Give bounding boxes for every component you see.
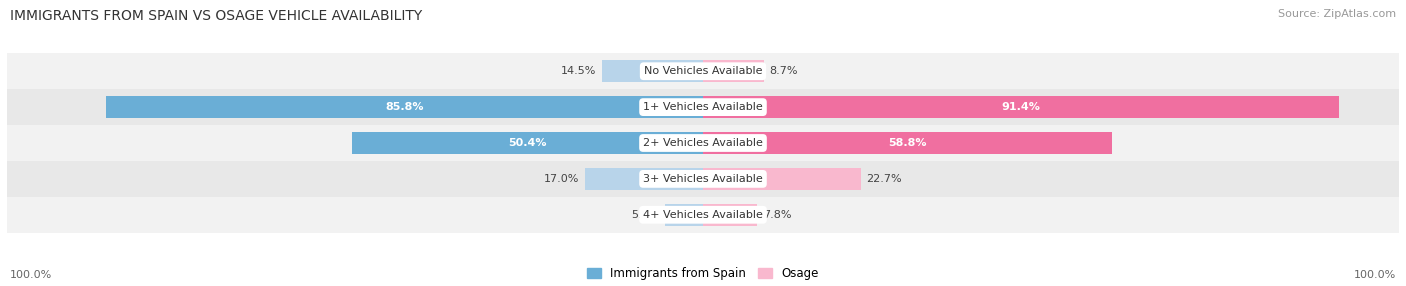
Bar	[7, 53, 1399, 89]
Bar	[703, 96, 1339, 118]
Bar	[703, 168, 860, 190]
Text: 17.0%: 17.0%	[544, 174, 579, 184]
Bar	[7, 197, 1399, 233]
Bar	[602, 60, 703, 82]
Bar	[665, 204, 703, 226]
Bar	[703, 60, 763, 82]
Bar	[353, 132, 703, 154]
Bar	[7, 89, 1399, 125]
Text: 85.8%: 85.8%	[385, 102, 423, 112]
Text: 100.0%: 100.0%	[10, 270, 52, 280]
Text: 8.7%: 8.7%	[769, 66, 797, 76]
Text: 3+ Vehicles Available: 3+ Vehicles Available	[643, 174, 763, 184]
Text: 2+ Vehicles Available: 2+ Vehicles Available	[643, 138, 763, 148]
Text: IMMIGRANTS FROM SPAIN VS OSAGE VEHICLE AVAILABILITY: IMMIGRANTS FROM SPAIN VS OSAGE VEHICLE A…	[10, 9, 422, 23]
Text: Source: ZipAtlas.com: Source: ZipAtlas.com	[1278, 9, 1396, 19]
Text: No Vehicles Available: No Vehicles Available	[644, 66, 762, 76]
Text: 50.4%: 50.4%	[509, 138, 547, 148]
Text: 91.4%: 91.4%	[1001, 102, 1040, 112]
Text: 14.5%: 14.5%	[561, 66, 596, 76]
Bar	[585, 168, 703, 190]
Text: 22.7%: 22.7%	[866, 174, 903, 184]
Text: 1+ Vehicles Available: 1+ Vehicles Available	[643, 102, 763, 112]
Text: 4+ Vehicles Available: 4+ Vehicles Available	[643, 210, 763, 220]
Bar	[7, 161, 1399, 197]
Text: 7.8%: 7.8%	[763, 210, 792, 220]
Bar	[703, 132, 1112, 154]
Bar	[105, 96, 703, 118]
Text: 58.8%: 58.8%	[889, 138, 927, 148]
Bar	[703, 204, 758, 226]
Text: 5.4%: 5.4%	[631, 210, 659, 220]
Bar	[7, 125, 1399, 161]
Text: 100.0%: 100.0%	[1354, 270, 1396, 280]
Legend: Immigrants from Spain, Osage: Immigrants from Spain, Osage	[586, 267, 820, 280]
